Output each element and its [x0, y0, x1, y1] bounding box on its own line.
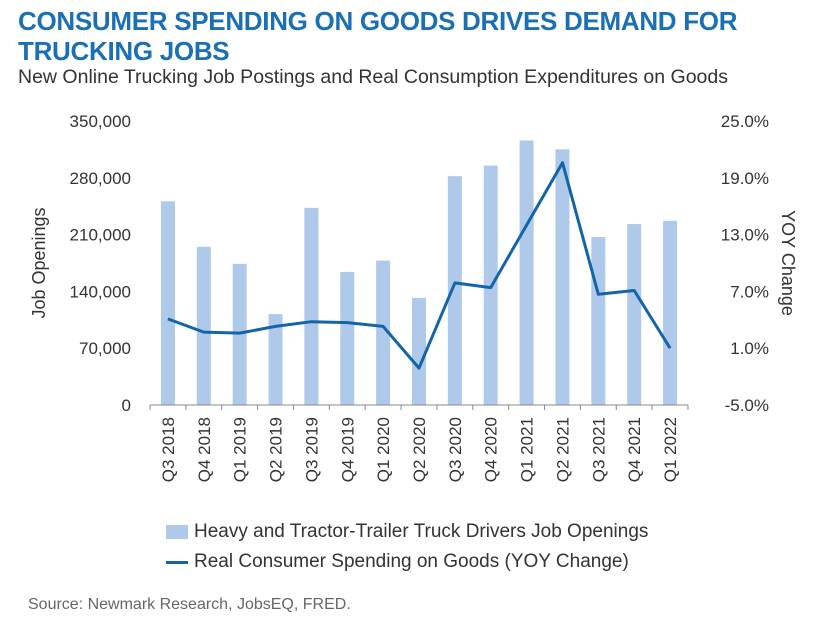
bar-q4-2019 — [340, 271, 355, 405]
x-tick-label: Q3 2020 — [446, 417, 465, 482]
source-note: Source: Newmark Research, JobsEQ, FRED. — [28, 596, 351, 613]
chart-legend: Heavy and Tractor-Trailer Truck Drivers … — [166, 517, 648, 577]
x-tick-label: Q1 2019 — [231, 417, 250, 482]
legend-swatch-bar — [166, 525, 188, 539]
bar-q4-2018 — [196, 246, 211, 405]
y-left-axis-title: Job Openings — [29, 207, 49, 318]
y-left-tick-label: 140,000 — [70, 282, 131, 301]
y-right-axis-title: YOY Change — [778, 210, 798, 316]
y-left-tick-label: 70,000 — [79, 339, 131, 358]
y-left-tick-label: 0 — [122, 396, 131, 415]
y-right-tick-label: 13.0% — [721, 226, 769, 245]
legend-item-line: Real Consumer Spending on Goods (YOY Cha… — [166, 547, 648, 577]
x-tick-label: Q4 2018 — [195, 417, 214, 482]
bar-q4-2021 — [627, 224, 642, 405]
x-tick-label: Q3 2021 — [589, 417, 608, 482]
x-tick-label: Q3 2019 — [302, 417, 321, 482]
x-tick-label: Q1 2022 — [661, 417, 680, 482]
bar-q3-2021 — [591, 237, 606, 405]
bar-q2-2019 — [268, 314, 283, 405]
y-right-tick-label: 25.0% — [721, 112, 769, 131]
legend-label-line: Real Consumer Spending on Goods (YOY Cha… — [194, 551, 629, 572]
legend-swatch-line — [166, 560, 188, 564]
y-left-tick-label: 210,000 — [70, 226, 131, 245]
y-right-tick-label: 1.0% — [730, 339, 769, 358]
bar-q2-2020 — [412, 297, 426, 405]
legend-label-bars: Heavy and Tractor-Trailer Truck Drivers … — [194, 521, 649, 542]
x-tick-label: Q3 2018 — [159, 417, 178, 482]
x-tick-label: Q1 2021 — [518, 417, 537, 482]
y-right-tick-label: -5.0% — [725, 396, 769, 415]
x-tick-label: Q2 2020 — [410, 417, 429, 482]
chart-canvas: Q3 2018 Q4 2018 Q1 2019 Q2 2019 Q3 2019 Q4 20… — [29, 112, 798, 482]
bar-q3-2019 — [304, 207, 319, 405]
x-tick-label: Q4 2020 — [482, 417, 501, 482]
y-right-tick-label: 19.0% — [721, 169, 769, 188]
chart-subtitle: New Online Trucking Job Postings and Rea… — [18, 66, 728, 88]
x-tick-label: Q4 2019 — [338, 417, 357, 482]
x-tick-label: Q2 2019 — [267, 417, 286, 482]
bar-q1-2020 — [376, 260, 391, 405]
y-left-tick-label: 350,000 — [70, 112, 131, 131]
x-tick-label: Q1 2020 — [374, 417, 393, 482]
bar-q1-2022 — [663, 220, 678, 405]
chart-title: CONSUMER SPENDING ON GOODS DRIVES DEMAND… — [18, 6, 738, 66]
y-right-tick-label: 7.0% — [730, 282, 769, 301]
x-tick-label: Q4 2021 — [625, 417, 644, 482]
x-tick-label: Q2 2021 — [553, 417, 572, 482]
bar-q2-2021 — [555, 149, 570, 405]
bar-q3-2020 — [447, 176, 462, 405]
legend-item-bars: Heavy and Tractor-Trailer Truck Drivers … — [166, 517, 648, 547]
bar-q3-2018 — [160, 201, 175, 405]
bar-q1-2021 — [519, 140, 534, 405]
y-left-tick-label: 280,000 — [70, 169, 131, 188]
